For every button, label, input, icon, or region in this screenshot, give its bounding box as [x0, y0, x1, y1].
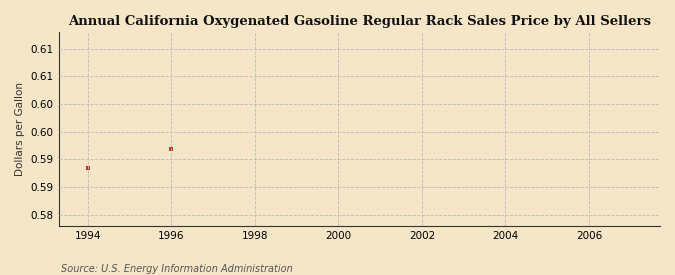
Y-axis label: Dollars per Gallon: Dollars per Gallon	[15, 82, 25, 176]
Text: Source: U.S. Energy Information Administration: Source: U.S. Energy Information Administ…	[61, 264, 292, 274]
Title: Annual California Oxygenated Gasoline Regular Rack Sales Price by All Sellers: Annual California Oxygenated Gasoline Re…	[68, 15, 651, 28]
